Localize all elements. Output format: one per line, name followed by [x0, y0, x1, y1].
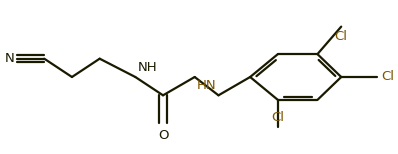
Text: HN: HN — [197, 79, 217, 92]
Text: O: O — [158, 129, 168, 142]
Text: N: N — [5, 52, 15, 65]
Text: Cl: Cl — [271, 111, 284, 124]
Text: Cl: Cl — [381, 71, 394, 83]
Text: NH: NH — [137, 61, 157, 74]
Text: Cl: Cl — [335, 30, 348, 43]
